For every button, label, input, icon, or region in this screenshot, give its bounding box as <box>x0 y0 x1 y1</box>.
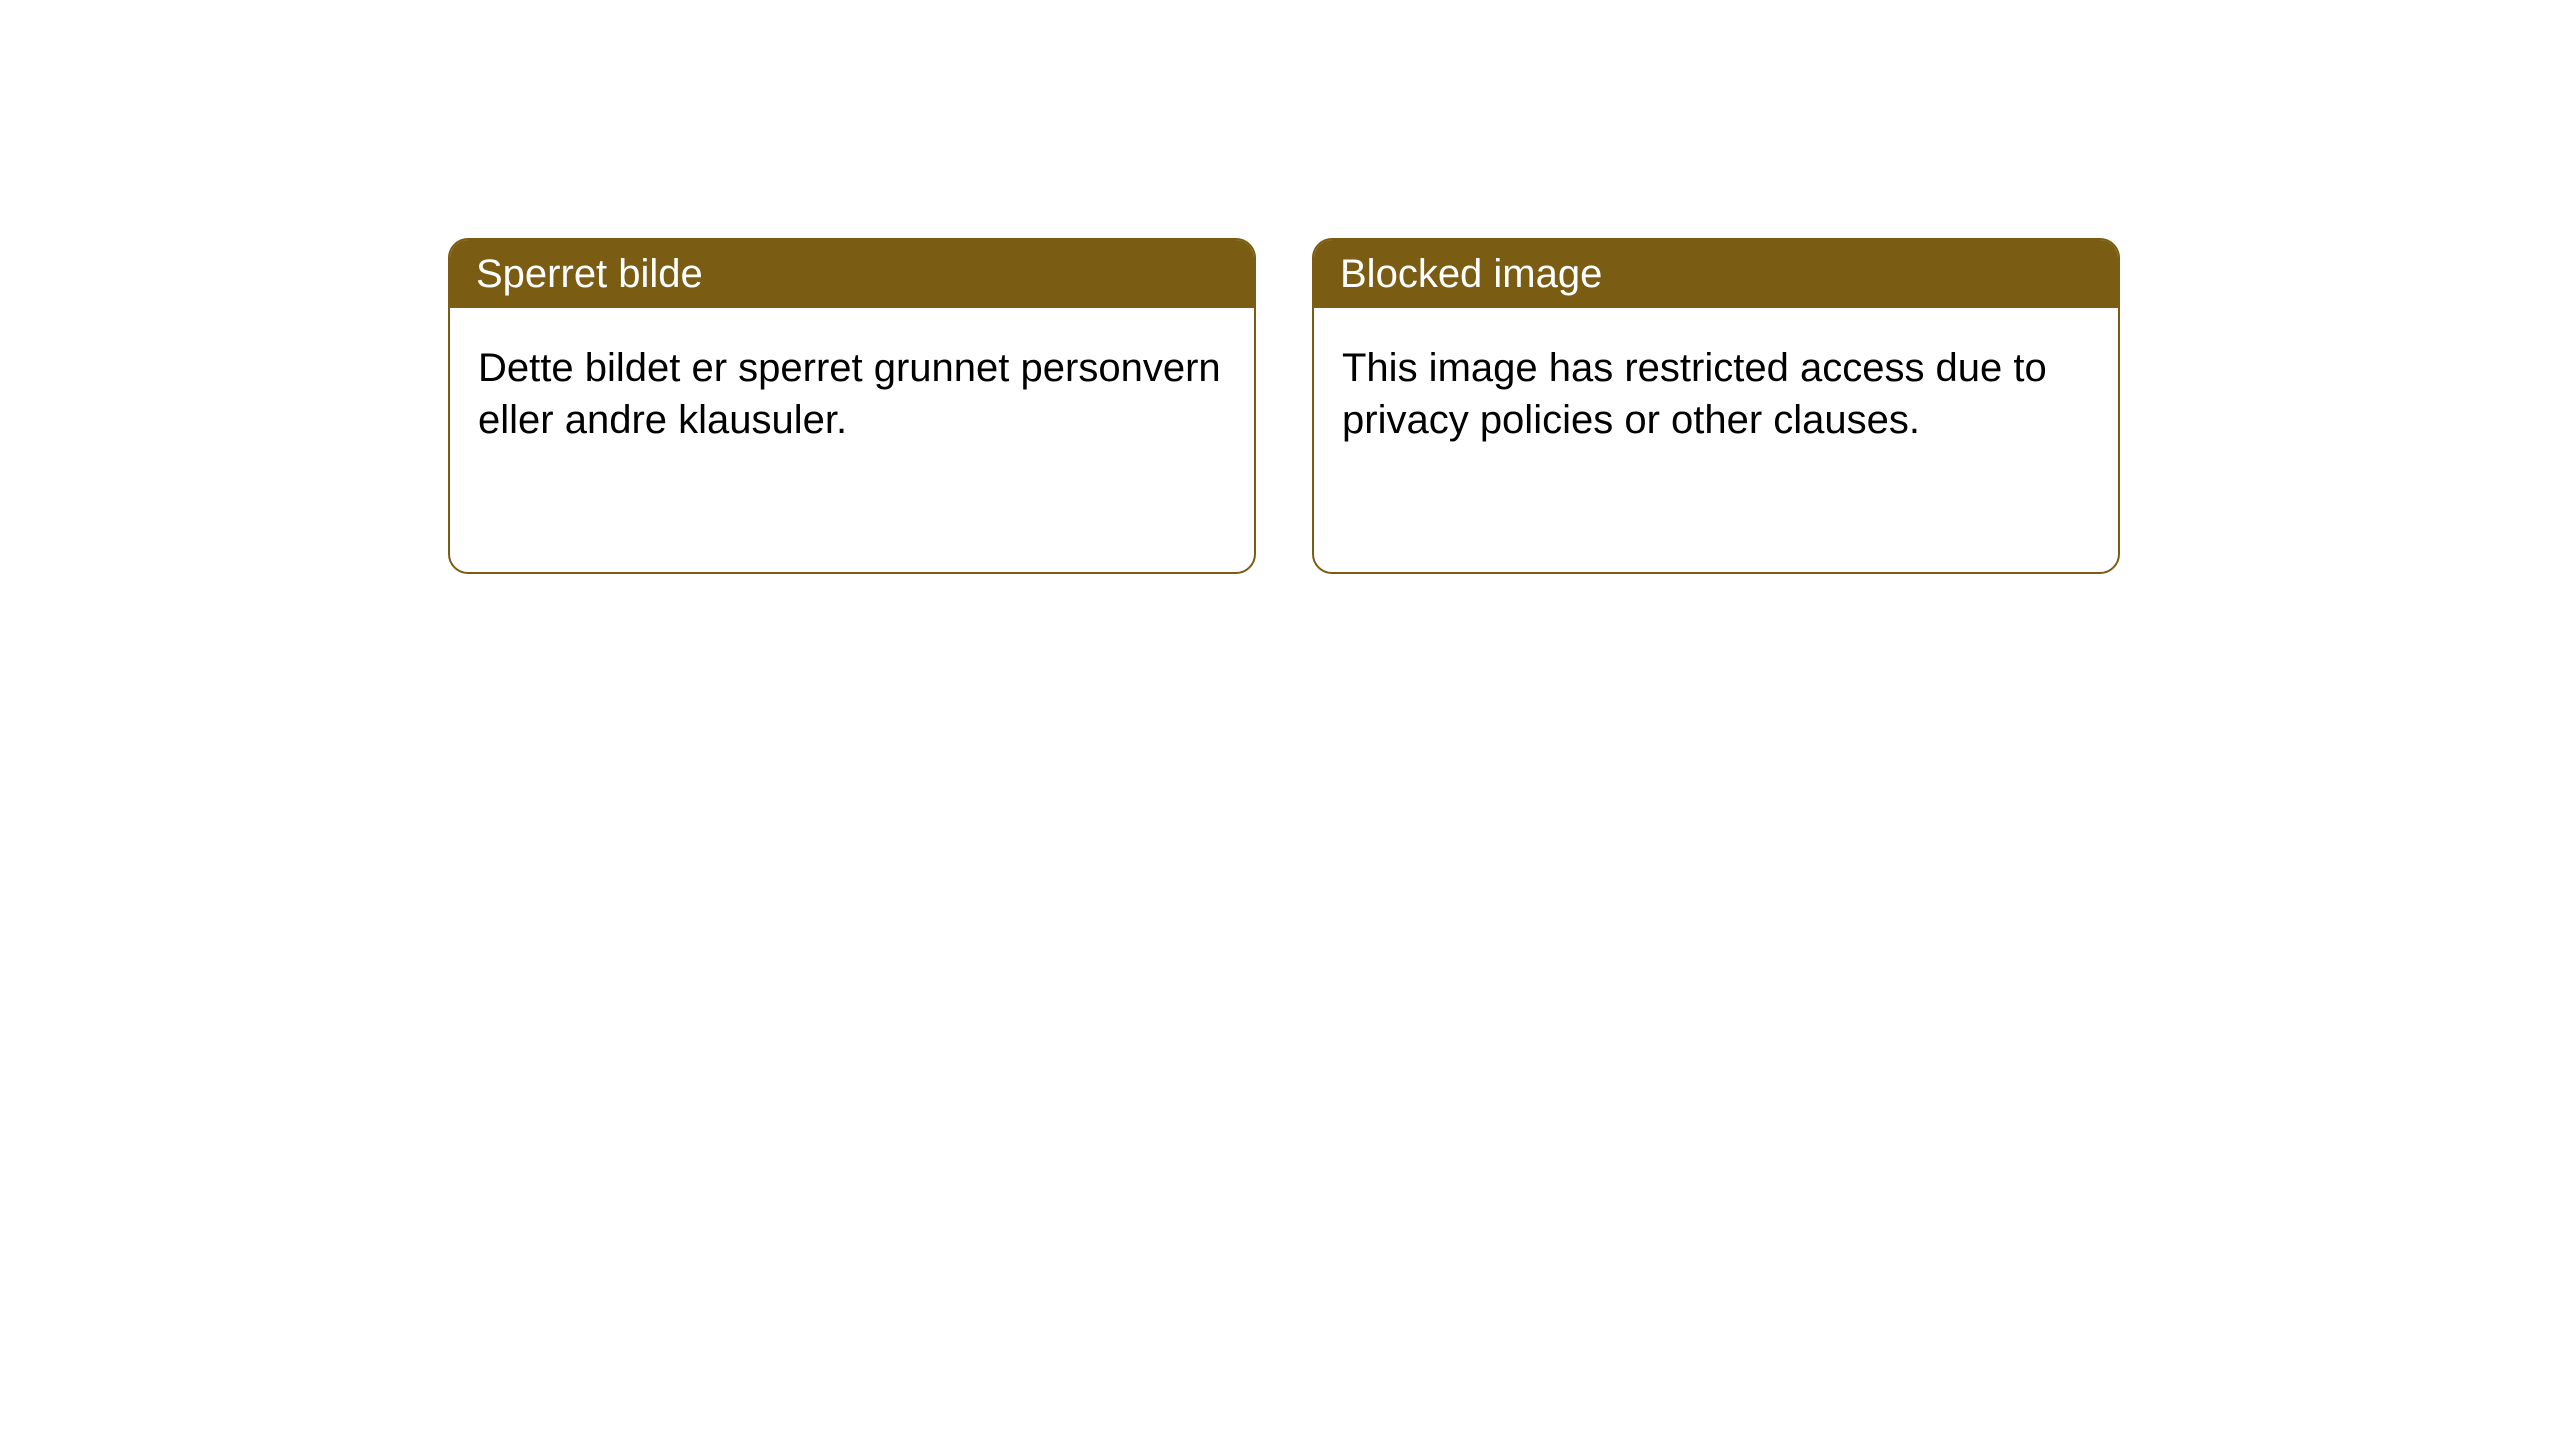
card-title: Sperret bilde <box>450 240 1254 308</box>
card-title: Blocked image <box>1314 240 2118 308</box>
card-body-text: This image has restricted access due to … <box>1314 308 2118 480</box>
card-body-text: Dette bildet er sperret grunnet personve… <box>450 308 1254 480</box>
notice-card-norwegian: Sperret bilde Dette bildet er sperret gr… <box>448 238 1256 574</box>
notice-card-english: Blocked image This image has restricted … <box>1312 238 2120 574</box>
notice-cards-container: Sperret bilde Dette bildet er sperret gr… <box>0 0 2560 574</box>
